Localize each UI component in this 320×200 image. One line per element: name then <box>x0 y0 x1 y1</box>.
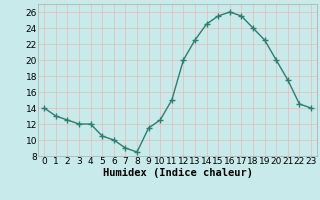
X-axis label: Humidex (Indice chaleur): Humidex (Indice chaleur) <box>103 168 252 178</box>
